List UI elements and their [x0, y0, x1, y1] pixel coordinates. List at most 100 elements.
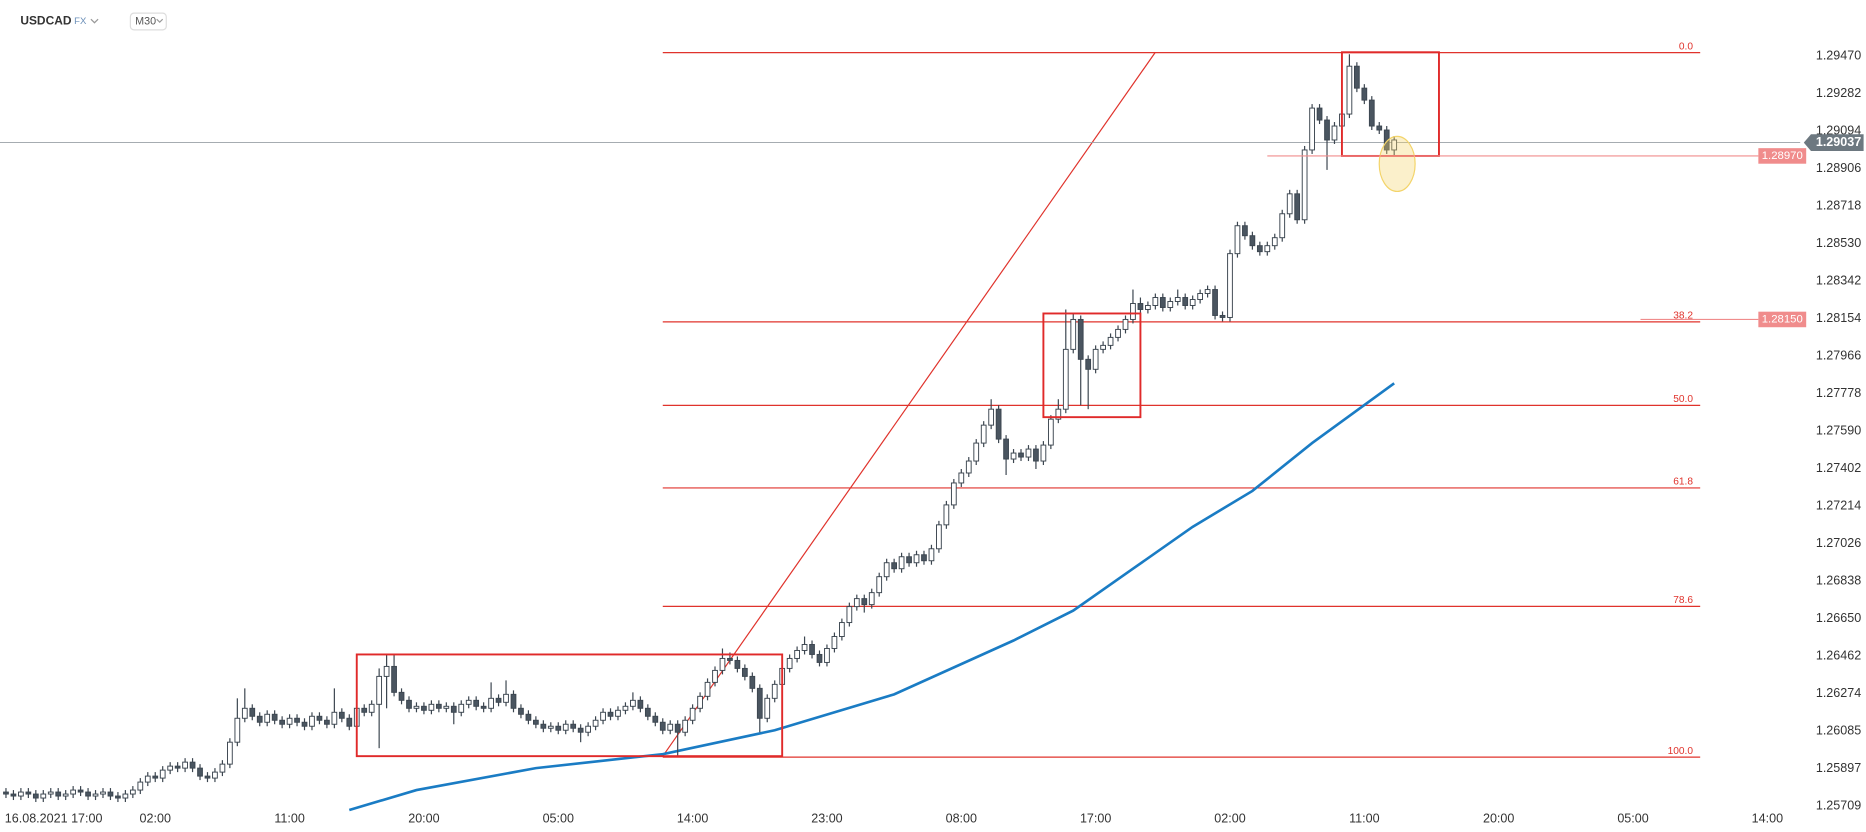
- candle-body: [1361, 87, 1368, 101]
- candle-body: [980, 424, 987, 444]
- candle-body: [749, 675, 756, 689]
- candle-body: [1391, 139, 1398, 151]
- y-tick-label: 1.29282: [1816, 86, 1861, 100]
- y-tick-label: 1.27214: [1816, 498, 1861, 512]
- candle-body: [1189, 299, 1196, 306]
- candle-body: [921, 554, 927, 562]
- candle-body: [1331, 125, 1338, 141]
- candle-body: [309, 715, 315, 727]
- candle-body: [1324, 119, 1330, 141]
- candle-body: [801, 644, 808, 651]
- candle-body: [241, 707, 248, 719]
- y-tick-label: 1.28530: [1816, 236, 1861, 250]
- interval-arrow[interactable]: [156, 18, 164, 23]
- candle-body: [839, 622, 845, 637]
- candle-body: [741, 667, 748, 677]
- interval[interactable]: M30: [135, 15, 156, 27]
- candle-body: [55, 791, 62, 797]
- candle-body: [868, 592, 875, 606]
- dropdown-arrow[interactable]: [90, 18, 99, 24]
- candle-body: [719, 657, 726, 671]
- candle-body: [1159, 297, 1166, 308]
- y-tick-label: 1.28906: [1816, 161, 1861, 175]
- candle-body: [1130, 303, 1136, 320]
- x-tick-label: 05:00: [543, 812, 574, 826]
- interval-button[interactable]: [129, 12, 167, 31]
- candle-body: [398, 691, 405, 701]
- candle-body: [167, 765, 174, 771]
- candle-body: [316, 715, 323, 721]
- candle-body: [1286, 193, 1293, 215]
- moving-average: [348, 382, 1395, 812]
- candle-body: [1212, 289, 1218, 316]
- candle-body: [1316, 107, 1323, 121]
- candle-body: [577, 727, 584, 733]
- x-tick-label: 02:00: [1214, 812, 1245, 826]
- candle-body: [600, 711, 606, 721]
- candle-body: [727, 657, 733, 661]
- candle-body: [234, 717, 241, 743]
- candle-body: [704, 681, 711, 697]
- price-label-box: [1758, 311, 1807, 328]
- candle-body: [853, 598, 860, 608]
- candle-body: [555, 725, 562, 731]
- candle-body: [92, 793, 99, 797]
- candle-body: [674, 723, 681, 733]
- candle-body: [1219, 314, 1226, 318]
- candle-body: [540, 723, 547, 729]
- candle-body: [1376, 125, 1383, 131]
- candle-body: [1025, 448, 1032, 458]
- candle-body: [965, 460, 972, 474]
- fib-label: 100.0: [1668, 746, 1694, 757]
- candle-body: [1242, 225, 1248, 237]
- candle-body: [518, 707, 524, 715]
- candle-body: [1018, 452, 1024, 458]
- candle-body: [876, 576, 883, 594]
- candle-body: [1256, 245, 1263, 253]
- candle-body: [622, 705, 629, 711]
- candle-body: [32, 793, 39, 799]
- candle-body: [988, 408, 995, 426]
- highlight-ellipse: [1378, 135, 1416, 193]
- x-tick-label: 14:00: [677, 812, 708, 826]
- candle-body: [630, 699, 636, 707]
- candle-body: [204, 775, 211, 779]
- candle-body: [1264, 245, 1271, 253]
- candle-body: [495, 697, 502, 703]
- candle-body: [383, 665, 390, 677]
- y-tick-label: 1.28342: [1816, 273, 1861, 287]
- y-tick-label: 1.27778: [1816, 386, 1861, 400]
- y-tick-label: 1.26650: [1816, 611, 1861, 625]
- candle-body: [10, 793, 17, 797]
- candle-body: [697, 695, 703, 709]
- candle-body: [227, 741, 233, 765]
- x-tick-label: 16.08.2021 17:00: [5, 812, 103, 826]
- candle-body: [913, 554, 920, 564]
- candle-body: [943, 504, 950, 526]
- candle-body: [279, 719, 285, 725]
- candle-body: [40, 793, 47, 799]
- fib-label: 61.8: [1673, 477, 1693, 488]
- candle-body: [1301, 149, 1308, 221]
- candle-body: [421, 705, 427, 711]
- fib-label: 50.0: [1673, 394, 1693, 405]
- candle-body: [480, 705, 487, 709]
- y-tick-label: 1.26274: [1816, 686, 1861, 700]
- candle-body: [764, 697, 771, 719]
- candle-body: [1055, 408, 1062, 420]
- candle-body: [756, 687, 763, 719]
- candle-body: [189, 761, 196, 769]
- header: USDCAD FX M30: [20, 12, 167, 31]
- y-tick-label: 1.29094: [1816, 124, 1861, 138]
- symbol: USDCAD: [20, 14, 72, 28]
- candle-body: [346, 717, 353, 727]
- candle-body: [294, 717, 300, 723]
- candle-body: [1152, 297, 1159, 306]
- candle-body: [1137, 303, 1144, 310]
- x-tick-label: 11:00: [274, 812, 304, 826]
- candle-body: [137, 781, 144, 791]
- x-tick-label: 08:00: [946, 812, 977, 826]
- candle-body: [615, 709, 621, 717]
- candle-body: [413, 705, 420, 709]
